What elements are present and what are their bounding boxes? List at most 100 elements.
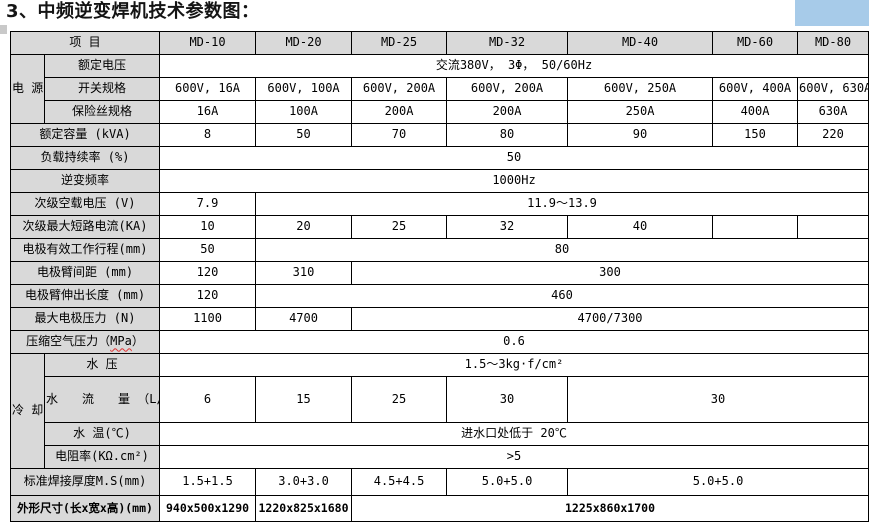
table-cell: 600V, 400A: [712, 77, 799, 101]
table-row: 负载持续率 (%) 50: [9, 146, 869, 170]
table-cell: 11.9～13.9: [255, 192, 869, 216]
table-cell: 200A: [446, 100, 569, 124]
table-row: 外形尺寸(长x宽x高)(mm) 940x500x1290 1220x825x16…: [9, 495, 869, 522]
row-label-rated-capacity: 额定容量 (kVA): [9, 123, 161, 147]
table-cell: 310: [255, 261, 353, 285]
table-cell: 交流380V， 3Φ， 50/60Hz: [159, 54, 869, 78]
header-model-md80: MD-80: [797, 31, 869, 55]
cooling-group-label: 冷 却 水: [10, 353, 45, 469]
table-row: 逆变频率 1000Hz: [9, 169, 869, 193]
table-cell: 70: [351, 123, 448, 147]
table-cell: 200A: [351, 100, 448, 124]
table-cell: 16A: [159, 100, 257, 124]
table-cell: 1100: [159, 307, 257, 331]
table-cell: 7.9: [159, 192, 257, 216]
row-label-duty-cycle: 负载持续率 (%): [9, 146, 161, 170]
table-cell: 300: [351, 261, 869, 285]
row-label-short-circuit-current: 次级最大短路电流(KA): [9, 215, 161, 239]
table-cell: 8: [159, 123, 257, 147]
table-row: 电极有效工作行程(mm) 50 80: [9, 238, 869, 262]
spec-table: 项 目 MD-10 MD-20 MD-25 MD-32 MD-40 MD-60 …: [9, 31, 869, 522]
page-title: 3、中频逆变焊机技术参数图：: [6, 1, 260, 22]
table-cell: 630A: [797, 100, 869, 124]
row-label-water-flow: 水 流 量 （L/min）: [43, 376, 161, 423]
table-cell: 940x500x1290: [159, 495, 257, 522]
table-cell: 460: [255, 284, 869, 308]
table-cell: [712, 215, 799, 239]
table-cell: 1.5+1.5: [159, 468, 257, 496]
table-cell: 600V, 16A: [159, 77, 257, 101]
table-row: 保险丝规格 16A 100A 200A 200A 250A 400A 630A: [11, 100, 869, 124]
table-row: 水 流 量 （L/min） 6 15 25 30 30: [11, 376, 869, 423]
table-cell: 进水口处低于 20℃: [159, 422, 869, 446]
table-cell: 1000Hz: [159, 169, 869, 193]
table-row: 最大电极压力 (N) 1100 4700 4700/7300: [9, 307, 869, 331]
table-row: 电极臂伸出长度 (mm) 120 460: [9, 284, 869, 308]
row-label-resistivity: 电阻率(KΩ.cm²): [43, 445, 161, 469]
table-row: 额定容量 (kVA) 8 50 70 80 90 150 220: [9, 123, 869, 147]
table-cell: 600V, 200A: [351, 77, 448, 101]
table-cell: 250A: [567, 100, 714, 124]
header-model-md25: MD-25: [351, 31, 448, 55]
row-label-inverter-frequency: 逆变频率: [9, 169, 161, 193]
table-cell: 1220x825x1680: [255, 495, 353, 522]
table-row: 次级空载电压 (V) 7.9 11.9～13.9: [9, 192, 869, 216]
table-row: 开关规格 600V, 16A 600V, 100A 600V, 200A 600…: [11, 77, 869, 101]
row-label-air-pressure: 压缩空气压力（MPa）: [9, 330, 161, 354]
table-cell: 90: [567, 123, 714, 147]
header-model-md32: MD-32: [446, 31, 569, 55]
table-cell: 600V, 630A: [797, 77, 869, 101]
table-anchor-mark: [0, 25, 7, 34]
air-pressure-label-suffix: ）: [131, 334, 144, 349]
header-model-md20: MD-20: [255, 31, 353, 55]
air-pressure-label-prefix: 压缩空气压力（: [26, 334, 111, 349]
row-label-water-pressure: 水 压: [43, 353, 161, 377]
table-cell: 600V, 100A: [255, 77, 353, 101]
table-row: 压缩空气压力（MPa） 0.6: [9, 330, 869, 354]
table-cell: 50: [159, 146, 869, 170]
table-cell: 1.5～3kg·f/cm²: [159, 353, 869, 377]
header-model-md10: MD-10: [159, 31, 257, 55]
power-group-label: 电 源: [10, 54, 45, 124]
table-cell: 4.5+4.5: [351, 468, 448, 496]
table-cell: 80: [255, 238, 869, 262]
table-cell: 20: [255, 215, 353, 239]
header-item: 项 目: [9, 31, 161, 55]
table-cell: 4700: [255, 307, 353, 331]
table-cell: 10: [159, 215, 257, 239]
table-cell: 32: [446, 215, 569, 239]
table-cell: 30: [446, 376, 569, 423]
row-label-dimensions: 外形尺寸(长x宽x高)(mm): [9, 495, 161, 522]
table-cell: 30: [567, 376, 869, 423]
table-cell: 50: [159, 238, 257, 262]
table-cell: 220: [797, 123, 869, 147]
table-cell: 600V, 200A: [446, 77, 569, 101]
table-cell: 120: [159, 284, 257, 308]
table-cell: 1225x860x1700: [351, 495, 869, 522]
air-pressure-unit-spellcheck: MPa: [110, 334, 132, 349]
table-cell: 25: [351, 215, 448, 239]
table-cell: >5: [159, 445, 869, 469]
table-cell: 3.0+3.0: [255, 468, 353, 496]
row-label-switch-spec: 开关规格: [43, 77, 161, 101]
table-cell: 400A: [712, 100, 799, 124]
row-label-rated-voltage: 额定电压: [43, 54, 161, 78]
table-cell: 0.6: [159, 330, 869, 354]
table-cell: 40: [567, 215, 714, 239]
row-label-fuse-spec: 保险丝规格: [43, 100, 161, 124]
row-label-electrode-stroke: 电极有效工作行程(mm): [9, 238, 161, 262]
row-label-arm-gap: 电极臂间距 (mm): [9, 261, 161, 285]
table-cell: 150: [712, 123, 799, 147]
table-cell: 6: [159, 376, 257, 423]
table-row: 次级最大短路电流(KA) 10 20 25 32 40: [9, 215, 869, 239]
table-row: 电极臂间距 (mm) 120 310 300: [9, 261, 869, 285]
table-row: 电 源 额定电压 交流380V， 3Φ， 50/60Hz: [10, 54, 869, 124]
table-cell: 5.0+5.0: [567, 468, 869, 496]
table-cell: 600V, 250A: [567, 77, 714, 101]
table-cell: 50: [255, 123, 353, 147]
table-cell: 120: [159, 261, 257, 285]
table-row: 水 温(℃) 进水口处低于 20℃: [11, 422, 869, 446]
table-row: 电阻率(KΩ.cm²) >5: [11, 445, 869, 469]
table-cell: 15: [255, 376, 353, 423]
row-label-max-electrode-force: 最大电极压力 (N): [9, 307, 161, 331]
